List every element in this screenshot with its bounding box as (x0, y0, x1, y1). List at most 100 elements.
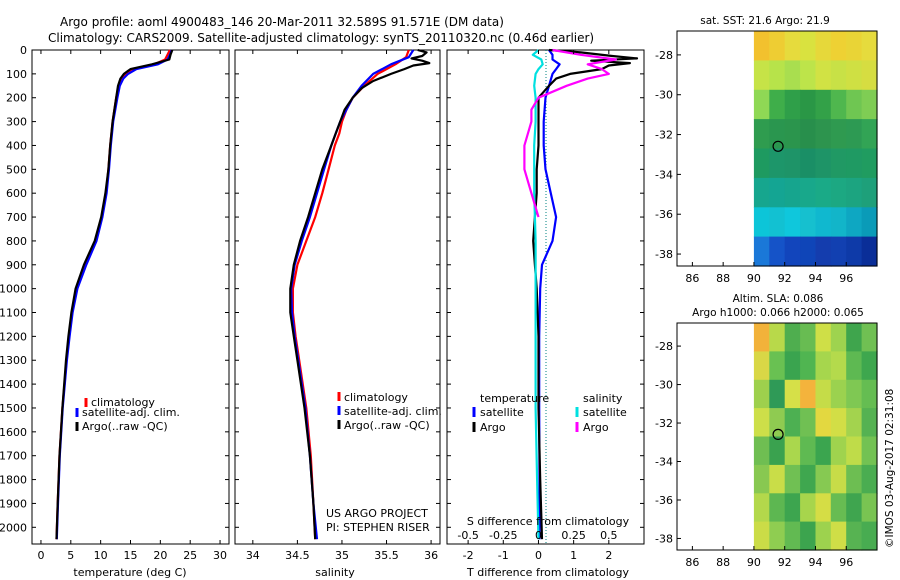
map-cell (815, 521, 832, 551)
map-cell (846, 207, 863, 238)
salinity-legend: climatology satellite-adj. clim. Argo(..… (337, 391, 442, 432)
difference-line-s_argo (523, 48, 618, 218)
map-cell (784, 464, 801, 494)
legend-label-t-satellite: satellite (480, 406, 524, 419)
map-cell (784, 177, 801, 208)
depth-tick-label: 1600 (0, 426, 27, 439)
salinity-line-argo (289, 48, 431, 540)
difference-line-s_sat (531, 49, 544, 540)
map-cell (769, 119, 786, 150)
map-cell (784, 323, 801, 352)
map-cell (830, 464, 847, 494)
sla-map-ticks: 86 88 90 92 94 96 -28 -30 -32 -34 -36 -38 (655, 340, 853, 569)
map-y-tick-label: -34 (655, 168, 673, 181)
s-difference-tick-label: 0.5 (600, 529, 618, 542)
map-cell (784, 408, 801, 438)
map-x-tick-label: 92 (778, 272, 792, 285)
map-x-tick-label: 96 (839, 556, 853, 569)
map-cell (846, 119, 863, 150)
map-cell (769, 89, 786, 120)
map-cell (815, 31, 832, 61)
map-cell (753, 521, 770, 551)
legend-header-temperature: temperature (480, 392, 549, 405)
map-cell (830, 148, 847, 179)
map-cell (769, 493, 786, 523)
map-cell (800, 89, 817, 120)
map-cell (846, 236, 863, 267)
map-cell (861, 31, 878, 61)
depth-tick-label: 1700 (0, 450, 27, 463)
map-x-tick-label: 90 (747, 556, 761, 569)
map-cell (861, 408, 878, 438)
sst-map-panel: sat. SST: 21.6 Argo: 21.9 86 88 90 92 94 96 -2… (655, 15, 878, 285)
legend-label-t-argo: Argo (480, 421, 506, 434)
map-cell (753, 60, 770, 91)
t-difference-label: T difference from climatology (466, 566, 629, 579)
temperature-line-argo (55, 49, 174, 540)
map-y-tick-label: -38 (655, 248, 673, 261)
x-tick-label: 34 (246, 549, 260, 562)
map-cell (846, 521, 863, 551)
map-cell (784, 31, 801, 61)
title-line-1: Argo profile: aoml 4900483_146 20-Mar-20… (60, 15, 504, 29)
map-cell (753, 89, 770, 120)
map-cell (800, 521, 817, 551)
depth-tick-label: 800 (6, 235, 27, 248)
sla-map-axes (676, 322, 878, 551)
map-cell (830, 408, 847, 438)
map-cell (815, 236, 832, 267)
map-cell (769, 236, 786, 267)
map-cell (861, 207, 878, 238)
sla-map-title-1: Altim. SLA: 0.086 (733, 293, 824, 305)
legend-label-argo: Argo(..raw -QC) (82, 420, 168, 433)
map-cell (846, 31, 863, 61)
map-cell (815, 493, 832, 523)
map-cell (815, 351, 832, 381)
map-cell (830, 436, 847, 466)
map-cell (815, 323, 832, 352)
temperature-panel: 0100200300400500600700800900100011001200… (0, 44, 230, 579)
x-tick-label: 0 (535, 549, 542, 562)
map-cell (753, 177, 770, 208)
depth-tick-label: 1300 (0, 354, 27, 367)
map-cell (769, 323, 786, 352)
map-cell (861, 323, 878, 352)
temperature-axes (31, 49, 230, 545)
map-cell (815, 379, 832, 409)
x-tick-label: 1 (570, 549, 577, 562)
map-cell (830, 207, 847, 238)
map-cell (800, 236, 817, 267)
map-cell (753, 351, 770, 381)
map-cell (846, 351, 863, 381)
map-cell (784, 60, 801, 91)
difference-line-argo (532, 48, 639, 540)
map-cell (846, 89, 863, 120)
depth-tick-label: 1000 (0, 283, 27, 296)
map-cell (753, 464, 770, 494)
map-x-tick-label: 90 (747, 272, 761, 285)
x-tick-label: 5 (67, 549, 74, 562)
map-cell (769, 31, 786, 61)
map-y-tick-label: -32 (655, 129, 673, 142)
salinity-panel: 34 34.5 35 35.5 36 salinity climatology sate… (234, 48, 442, 579)
map-cell (753, 119, 770, 150)
temperature-xlabel: temperature (deg C) (73, 566, 186, 579)
depth-tick-label: 0 (20, 44, 27, 57)
s-difference-tick-label: -0.25 (489, 529, 517, 542)
map-cell (830, 493, 847, 523)
map-cell (800, 351, 817, 381)
sla-map-cells (753, 323, 878, 551)
map-cell (784, 436, 801, 466)
salinity-axes (234, 49, 441, 545)
x-tick-label: 35.5 (374, 549, 399, 562)
sst-map-cells (753, 31, 878, 267)
salinity-x-ticks: 34 34.5 35 35.5 36 (246, 50, 438, 562)
x-tick-label: 20 (153, 549, 167, 562)
map-cell (800, 379, 817, 409)
depth-tick-label: 1200 (0, 330, 27, 343)
map-y-tick-label: -32 (655, 417, 673, 430)
x-tick-label: 35 (335, 549, 349, 562)
map-cell (769, 379, 786, 409)
map-y-tick-label: -28 (655, 340, 673, 353)
